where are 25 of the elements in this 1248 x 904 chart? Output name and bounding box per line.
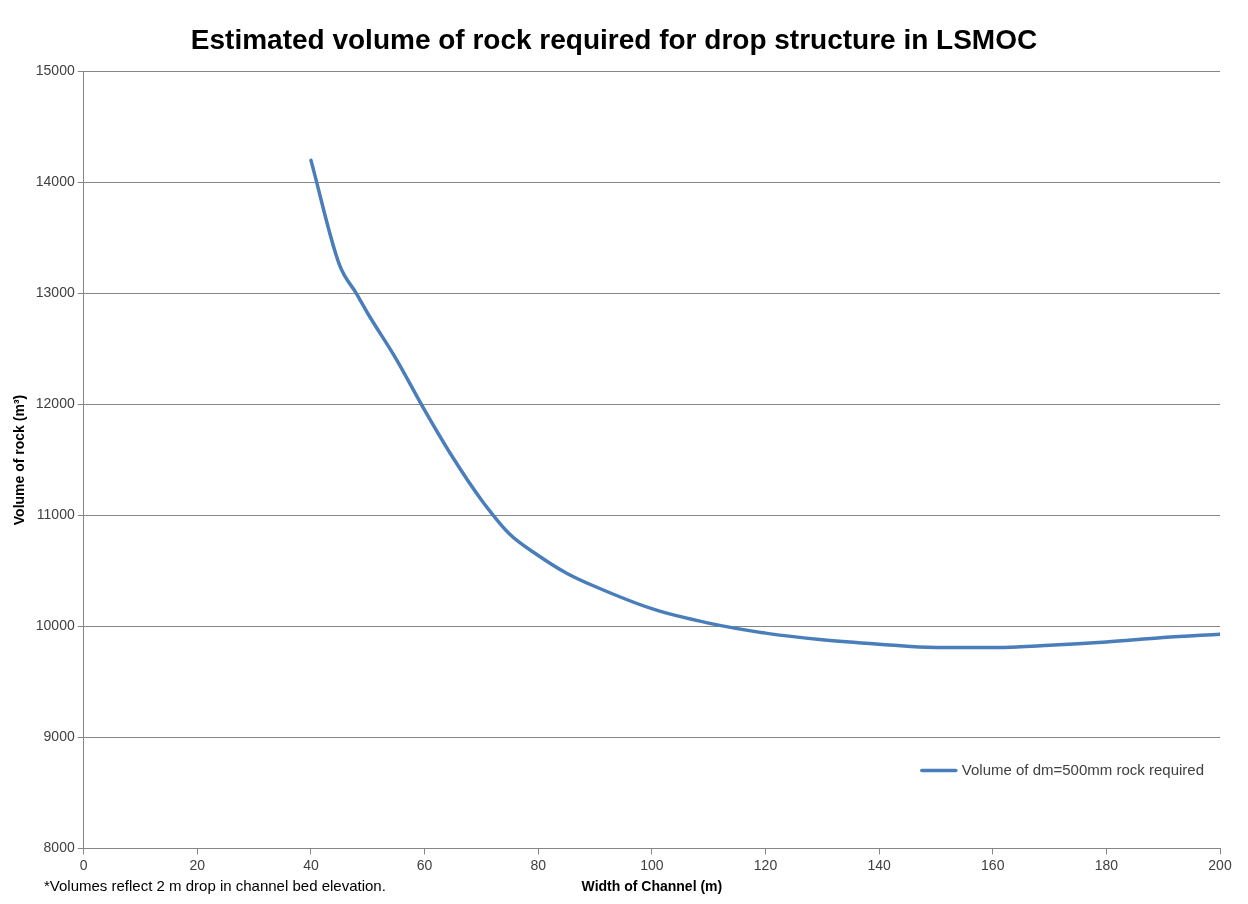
y-axis-title: Volume of rock (m³)	[11, 394, 28, 526]
x-tick-label: 140	[867, 856, 892, 873]
x-tick-label: 40	[303, 856, 319, 873]
legend-label: Volume of dm=500mm rock required	[961, 760, 1205, 778]
x-tick-label: 180	[1094, 856, 1119, 873]
x-tick-label: 200	[1208, 856, 1232, 873]
y-tick-label: 15000	[35, 62, 75, 79]
text: *Volumes reflect 2 m drop in channel bed elevation.	[44, 877, 386, 895]
x-tick-label: 80	[530, 856, 547, 873]
x-tick-label: 60	[416, 856, 433, 873]
x-tick-label: 20	[189, 856, 206, 873]
x-axis-title: Width of Channel (m)	[581, 878, 723, 895]
x-tick-label: 0	[79, 856, 88, 873]
x-tick-label: 160	[981, 856, 1005, 873]
x-tick-label: 100	[640, 856, 664, 873]
line-series	[309, 158, 1220, 650]
x-tick-label: 120	[753, 856, 778, 873]
y-tick-label: 12000	[35, 395, 75, 412]
y-tick-label: 13000	[35, 284, 75, 301]
chart-title: Estimated volume of rock required for drop structure in LSMOC	[190, 23, 1038, 55]
y-tick-label: 11000	[36, 506, 75, 523]
y-tick-label: 9000	[43, 728, 75, 745]
y-tick-label: 8000	[43, 839, 75, 856]
y-tick-label: 14000	[35, 173, 75, 190]
y-tick-label: 10000	[35, 617, 75, 634]
